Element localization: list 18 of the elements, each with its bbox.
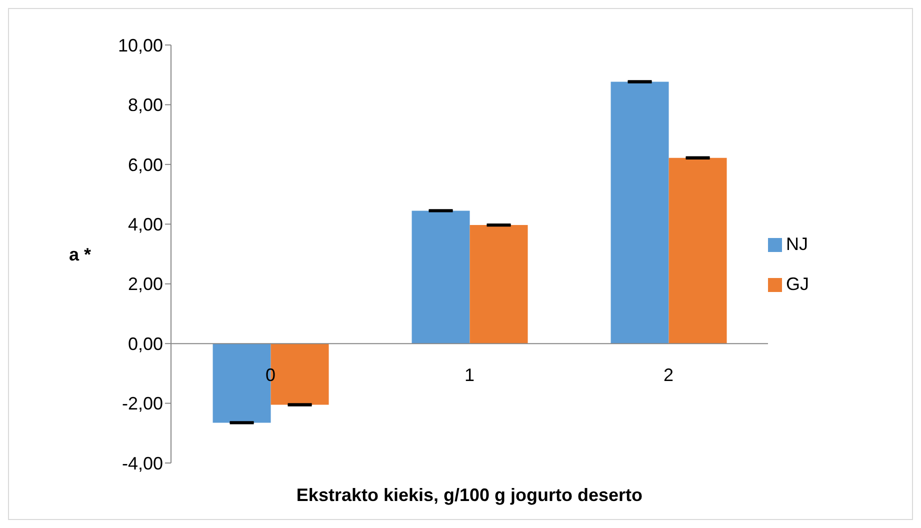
x-axis-title: Ekstrakto kiekis, g/100 g jogurto deserto: [296, 485, 643, 505]
y-tick-label: 2,00: [128, 274, 163, 294]
y-tick-label: -4,00: [122, 453, 163, 474]
y-tick-label: 0,00: [128, 334, 163, 354]
y-tick-label: 4,00: [128, 214, 163, 235]
y-tick-label: -2,00: [122, 394, 163, 414]
y-tick-label: 8,00: [128, 95, 163, 116]
legend-label: GJ: [786, 274, 809, 294]
y-axis-title: a *: [69, 244, 92, 264]
x-tick-label: 2: [663, 365, 674, 385]
bar: [412, 210, 470, 344]
x-tick-label: 1: [464, 365, 474, 385]
bar: [610, 82, 669, 344]
y-tick-label: 6,00: [128, 154, 163, 175]
bar: [668, 158, 727, 344]
bar: [470, 225, 528, 344]
y-tick-label: 10,00: [118, 35, 163, 56]
legend-label: NJ: [786, 234, 808, 254]
